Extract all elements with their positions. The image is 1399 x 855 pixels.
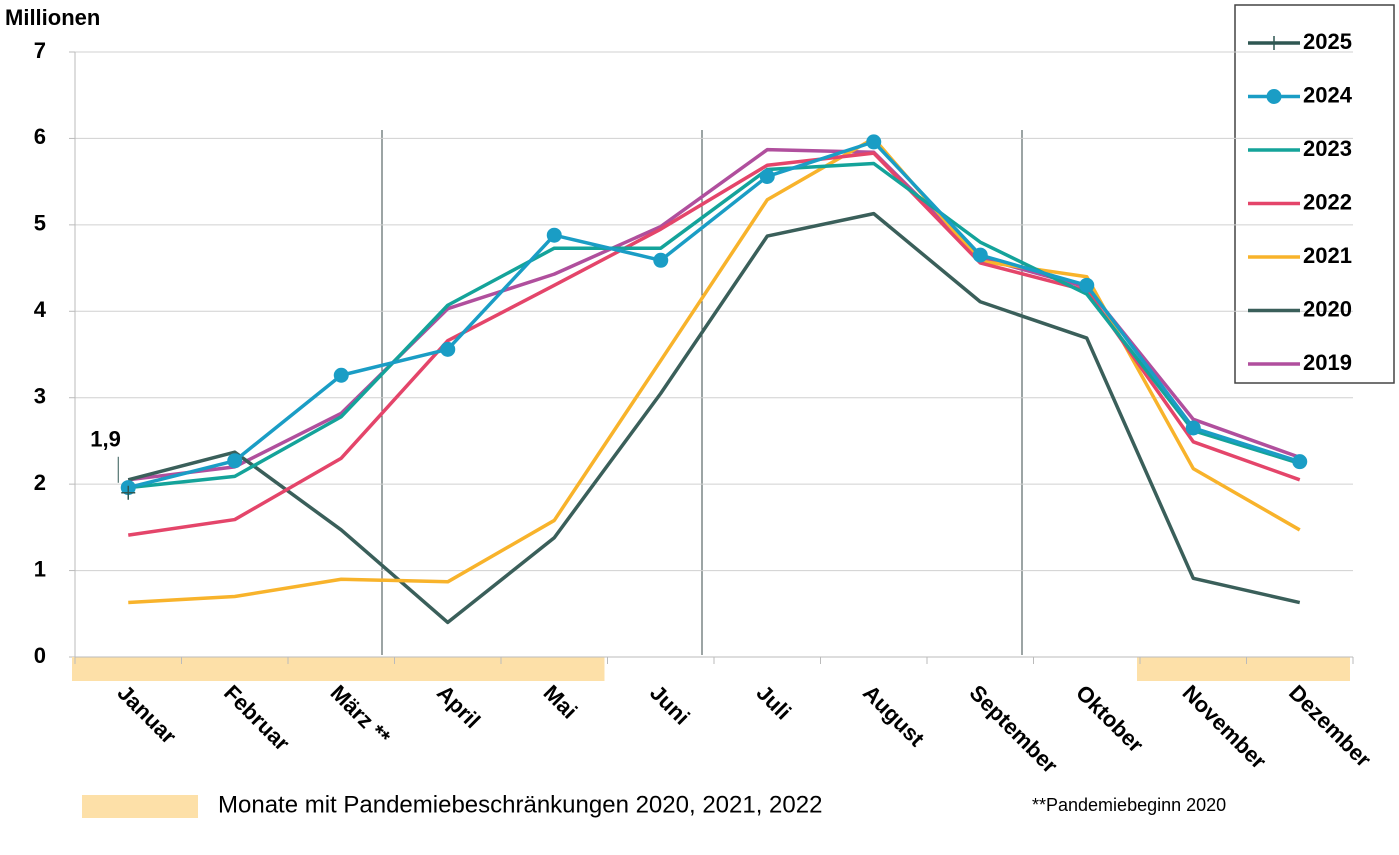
y-tick-label: 3: [34, 384, 46, 409]
legend-box: [1234, 4, 1395, 384]
point-marker: [866, 134, 882, 150]
pandemic-band: [1137, 657, 1350, 681]
x-tick-label: April: [432, 680, 485, 733]
legend-label: 2023: [1303, 136, 1352, 161]
x-tick-label: Februar: [219, 680, 295, 756]
y-tick-label: 4: [34, 297, 47, 322]
point-marker: [121, 485, 136, 500]
series-line: [127, 211, 1301, 625]
legend-label: 2019: [1303, 350, 1352, 375]
footnote: **Pandemiebeginn 2020: [1032, 795, 1226, 815]
x-tick-label: Juli: [752, 680, 796, 724]
point-marker: [1185, 420, 1201, 436]
y-tick-label: 0: [34, 643, 46, 668]
point-marker: [1079, 277, 1095, 293]
point-marker: [227, 453, 243, 469]
legend-label: 2020: [1303, 296, 1352, 321]
legend-label: 2022: [1303, 189, 1352, 214]
x-tick-label: März **: [326, 680, 396, 750]
point-marker: [546, 227, 562, 243]
series-line: [128, 161, 1301, 490]
y-tick-label: 7: [34, 38, 46, 63]
series: [120, 134, 1308, 496]
point-marker: [972, 247, 988, 263]
legend-label: 2025: [1303, 29, 1352, 54]
point-marker: [653, 252, 669, 268]
series-line: [127, 140, 1301, 490]
y-tick-label: 5: [34, 211, 46, 236]
y-axis-label: Millionen: [5, 5, 100, 30]
point-marker: [1267, 36, 1281, 50]
x-tick-label: Juni: [645, 680, 695, 730]
x-tick-label: Dezember: [1284, 680, 1376, 772]
point-marker: [1266, 89, 1282, 104]
y-tick-label: 1: [34, 556, 46, 581]
series: 1,9: [90, 427, 136, 500]
x-tick-label: Mai: [539, 680, 583, 724]
y-tick-label: 6: [34, 124, 46, 149]
point-marker: [333, 367, 349, 383]
point-marker: [1292, 454, 1308, 470]
data-label: 1,9: [90, 427, 121, 452]
x-tick-label: August: [858, 680, 930, 752]
legend-label: 2021: [1303, 243, 1352, 268]
y-tick-label: 2: [34, 470, 46, 495]
point-marker: [440, 341, 456, 357]
x-tick-label: Januar: [113, 680, 182, 749]
shade-legend-swatch: [82, 795, 198, 818]
point-marker: [759, 168, 775, 184]
shade-legend: Monate mit Pandemiebeschränkungen 2020, …: [218, 791, 822, 818]
legend-label: 2024: [1303, 82, 1353, 107]
x-tick-label: November: [1178, 680, 1272, 774]
series: [127, 211, 1301, 625]
pandemic-band: [72, 657, 605, 681]
series: [128, 161, 1301, 490]
x-tick-label: Oktober: [1071, 680, 1149, 758]
x-tick-label: September: [965, 680, 1063, 778]
